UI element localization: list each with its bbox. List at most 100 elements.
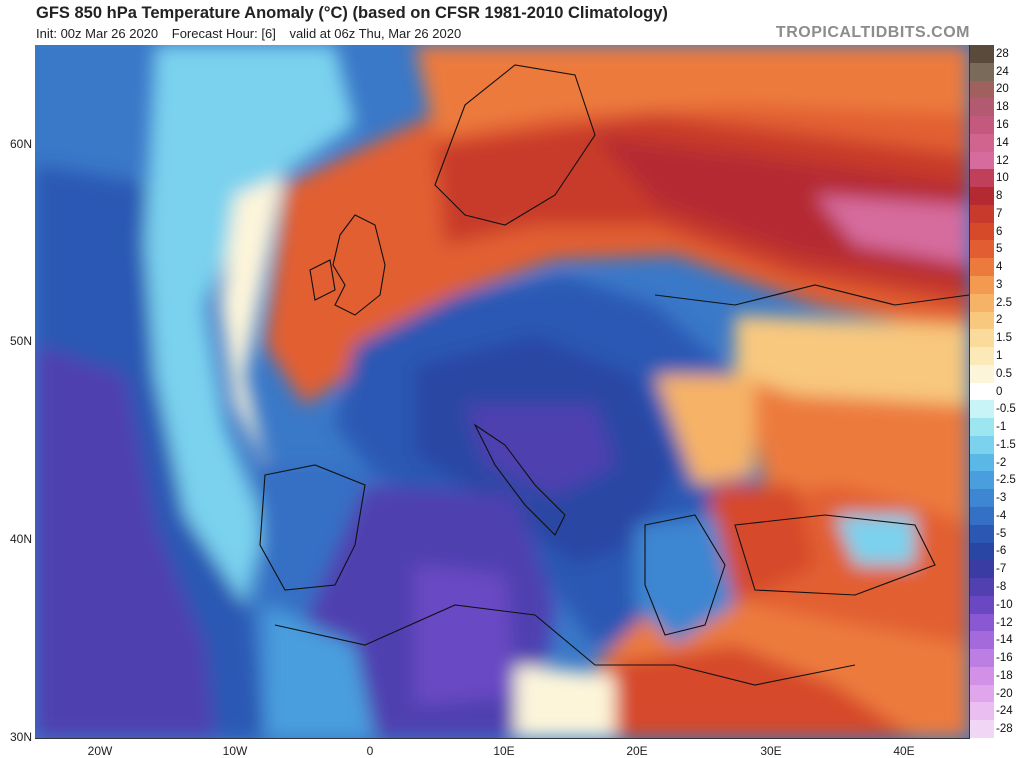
colorbar-label: 14 — [996, 136, 1009, 149]
colorbar-label: -1 — [996, 421, 1007, 434]
colorbar-swatch — [970, 649, 994, 668]
colorbar-label: 18 — [996, 101, 1009, 114]
colorbar-label: 2.5 — [996, 296, 1012, 309]
colorbar-label: -24 — [996, 705, 1013, 718]
colorbar-label: -28 — [996, 723, 1013, 736]
colorbar-swatch — [970, 187, 994, 206]
lat-label-50n: 50N — [9, 334, 32, 348]
colorbar-label: 10 — [996, 172, 1009, 185]
forecast-hour: Forecast Hour: [6] — [171, 26, 276, 41]
colorbar-swatch — [970, 684, 994, 703]
colorbar-swatch — [970, 613, 994, 632]
colorbar-swatch — [970, 240, 994, 259]
colorbar-label: 0.5 — [996, 367, 1012, 380]
colorbar-label: -12 — [996, 616, 1013, 629]
map-canvas — [35, 45, 969, 738]
colorbar-swatch — [970, 702, 994, 721]
colorbar-swatch — [970, 80, 994, 99]
lon-label-10e: 10E — [493, 744, 515, 758]
colorbar-label: -0.5 — [996, 403, 1016, 416]
colorbar-label: 28 — [996, 47, 1009, 60]
colorbar-label: -5 — [996, 527, 1007, 540]
colorbar-label: -8 — [996, 580, 1007, 593]
run-info: Init: 00z Mar 26 2020 Forecast Hour: [6]… — [36, 26, 471, 41]
valid-time: valid at 06z Thu, Mar 26 2020 — [289, 26, 462, 41]
colorbar-swatch — [970, 347, 994, 366]
colorbar-swatch — [970, 400, 994, 419]
ireland-outline — [309, 259, 336, 301]
colorbar-label: 5 — [996, 243, 1003, 256]
colorbar-label: -10 — [996, 598, 1013, 611]
colorbar-swatch — [970, 116, 994, 135]
colorbar-swatch — [970, 222, 994, 241]
colorbar-swatch — [970, 418, 994, 437]
colorbar-label: 3 — [996, 278, 1003, 291]
lon-label-40e: 40E — [893, 744, 915, 758]
lon-label-20w: 20W — [87, 744, 113, 758]
scandinavia-outline — [434, 64, 596, 226]
colorbar-swatch — [970, 45, 994, 64]
eastern-border-line — [654, 284, 969, 306]
coastlines — [259, 64, 969, 686]
colorbar-label: 24 — [996, 65, 1009, 78]
colorbar-label: -1.5 — [996, 438, 1016, 451]
colorbar-swatch — [970, 133, 994, 153]
colorbar-swatch — [970, 524, 994, 544]
greece-outline — [644, 514, 726, 636]
colorbar-swatch — [970, 62, 994, 82]
colorbar-swatch — [970, 720, 994, 739]
colorbar-label: 16 — [996, 118, 1009, 131]
init-time: Init: 00z Mar 26 2020 — [36, 26, 159, 41]
lat-label-60n: 60N — [9, 137, 32, 151]
lat-label-40n: 40N — [9, 532, 32, 546]
colorbar-swatch — [970, 453, 994, 472]
colorbar-swatch — [970, 329, 994, 348]
colorbar-swatch — [970, 560, 994, 579]
colorbar-swatch — [970, 382, 994, 401]
lat-label-30n: 30N — [9, 730, 32, 744]
colorbar-swatch — [970, 471, 994, 490]
iberia-outline — [259, 464, 366, 591]
lon-label-10w: 10W — [222, 744, 248, 758]
colorbar-label: -2.5 — [996, 474, 1016, 487]
colorbar-swatch — [970, 311, 994, 330]
colorbar-label: 6 — [996, 225, 1003, 238]
colorbar-swatch — [970, 631, 994, 650]
colorbar-label: -14 — [996, 634, 1013, 647]
colorbar-label: 4 — [996, 261, 1003, 274]
italy-outline — [473, 423, 566, 536]
brand-watermark: TROPICALTIDBITS.COM — [775, 24, 970, 41]
colorbar-label: 12 — [996, 154, 1009, 167]
colorbar-swatch — [970, 204, 994, 224]
colorbar-swatch — [970, 578, 994, 597]
colorbar-swatch — [970, 364, 994, 384]
colorbar-label: -4 — [996, 509, 1007, 522]
colorbar-swatch — [970, 276, 994, 295]
colorbar-swatch — [970, 151, 994, 170]
colorbar-label: -6 — [996, 545, 1007, 558]
colorbar-label: 1 — [996, 349, 1003, 362]
north-africa-coast — [274, 604, 856, 686]
colorbar-label: 2 — [996, 314, 1003, 327]
colorbar-label: -18 — [996, 669, 1013, 682]
colorbar-label: 0 — [996, 385, 1003, 398]
colorbar-legend — [970, 45, 994, 739]
colorbar-swatch — [970, 489, 994, 508]
colorbar-swatch — [970, 666, 994, 686]
colorbar-swatch — [970, 435, 994, 455]
colorbar-label: -7 — [996, 563, 1007, 576]
map-title: GFS 850 hPa Temperature Anomaly (°C) (ba… — [36, 4, 668, 22]
colorbar-swatch — [970, 595, 994, 615]
colorbar-swatch — [970, 542, 994, 561]
colorbar-label: -3 — [996, 492, 1007, 505]
colorbar-label: 1.5 — [996, 332, 1012, 345]
colorbar-label: -16 — [996, 652, 1013, 665]
colorbar-swatch — [970, 169, 994, 188]
lon-label-20e: 20E — [626, 744, 648, 758]
colorbar-label: 20 — [996, 83, 1009, 96]
anomaly-field — [35, 45, 969, 738]
colorbar-swatch — [970, 507, 994, 526]
lon-label-30e: 30E — [760, 744, 782, 758]
colorbar-label: -20 — [996, 687, 1013, 700]
colorbar-swatch — [970, 258, 994, 277]
